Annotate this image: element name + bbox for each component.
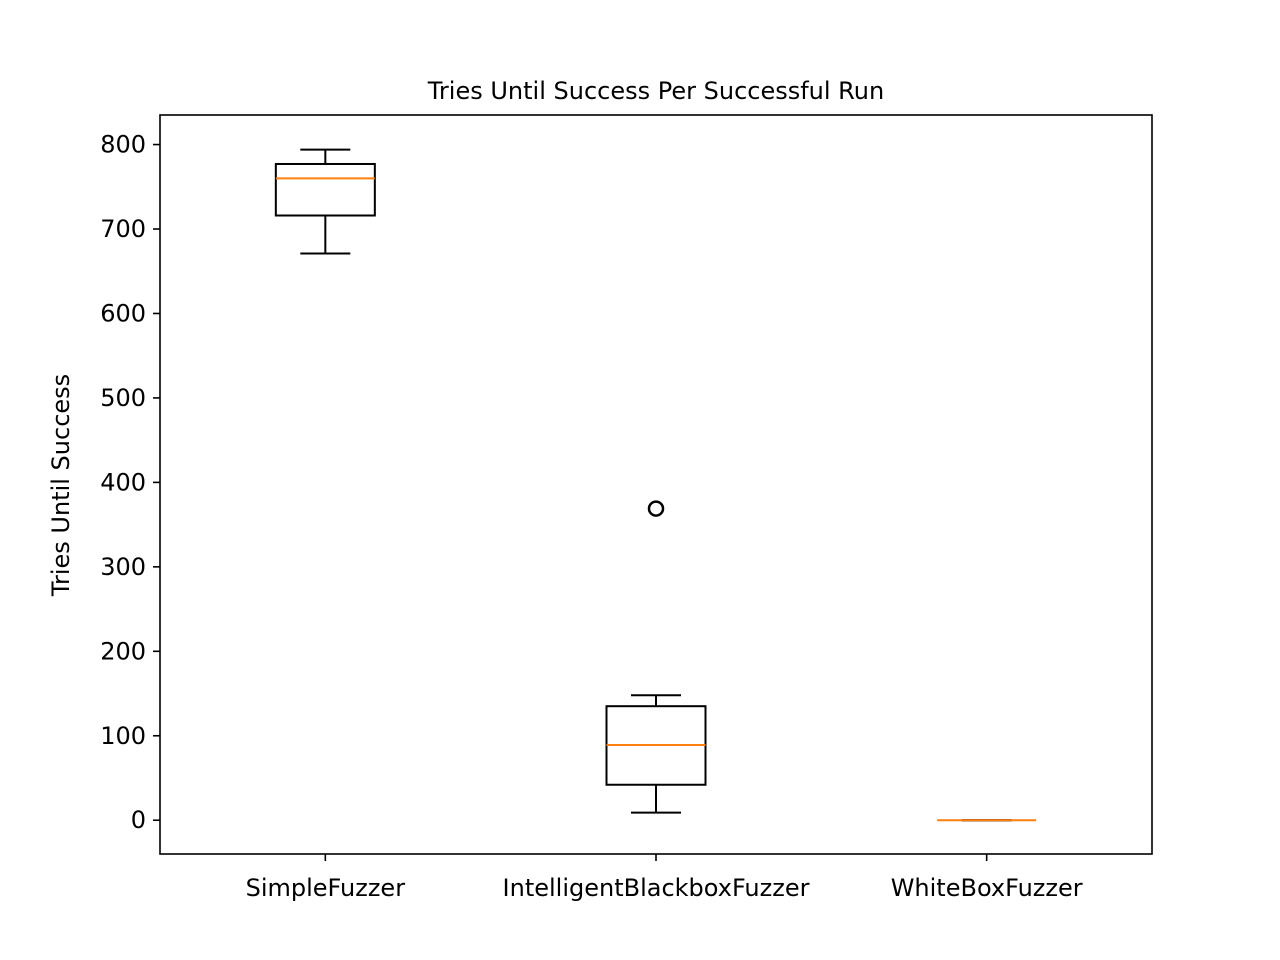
outlier-point <box>647 500 665 517</box>
x-tick-label: WhiteBoxFuzzer <box>891 874 1083 902</box>
x-tick-label: SimpleFuzzer <box>246 874 406 902</box>
y-axis-label: Tries Until Success <box>47 374 75 597</box>
chart-title: Tries Until Success Per Successful Run <box>427 77 884 105</box>
y-tick-label: 500 <box>100 384 146 412</box>
iqr-box <box>274 162 376 217</box>
y-tick-label: 700 <box>100 215 146 243</box>
x-tick-label: IntelligentBlackboxFuzzer <box>503 874 810 902</box>
box-group-SimpleFuzzer <box>274 148 376 255</box>
y-tick-label: 400 <box>100 468 146 496</box>
y-tick-label: 200 <box>100 637 146 665</box>
y-tick-label: 600 <box>100 299 146 327</box>
y-tick-label: 100 <box>100 722 146 750</box>
y-tick-label: 800 <box>100 131 146 159</box>
y-tick-label: 0 <box>131 806 146 834</box>
box-group-IntelligentBlackboxFuzzer <box>605 500 707 814</box>
axes-frame <box>159 114 1153 855</box>
plot-area: 0 100 200 300 400 500 600 700 800 SimpleFuzzer Int… <box>100 131 1083 902</box>
y-tick-label: 300 <box>100 553 146 581</box>
